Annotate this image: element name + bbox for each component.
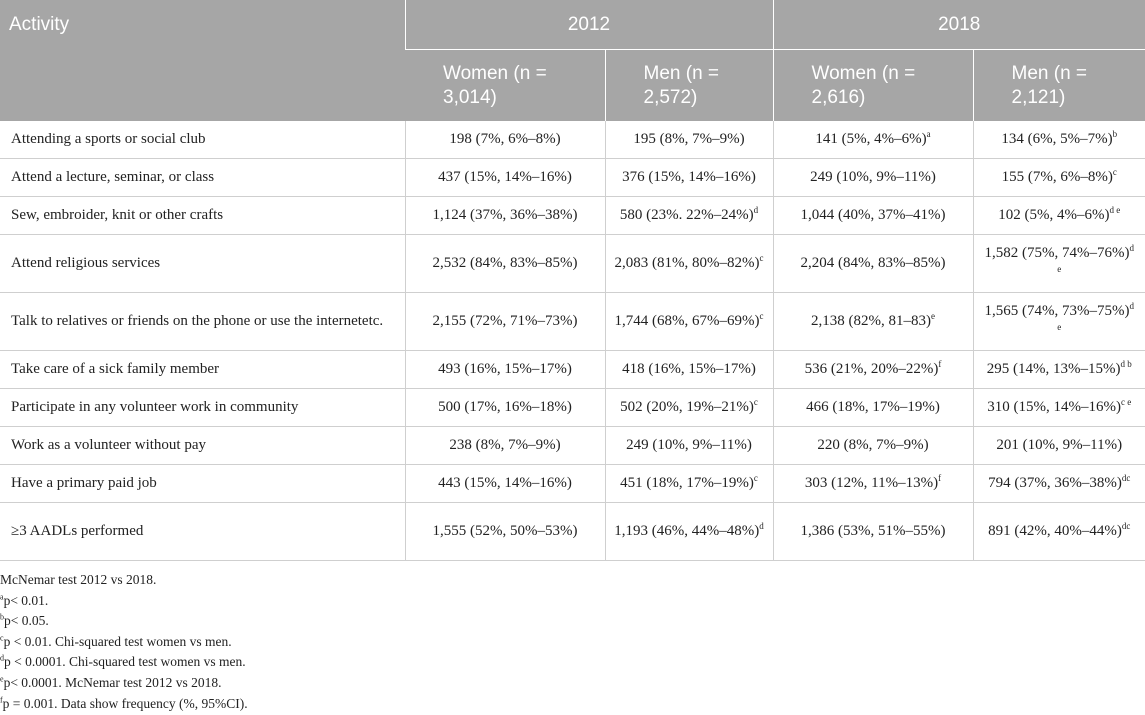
women-2018-cell: 1,386 (53%, 51%–55%) — [772, 502, 973, 561]
women-2012-cell: 198 (7%, 6%–8%) — [404, 121, 605, 159]
activity-cell: Attend a lecture, seminar, or class — [0, 158, 405, 197]
men-2012-cell: 376 (15%, 14%–16%) — [604, 158, 773, 197]
women-2012-cell: 493 (16%, 15%–17%) — [404, 350, 605, 389]
activity-cell: Talk to relatives or friends on the phon… — [0, 292, 405, 351]
men-2012-cell: 580 (23%. 22%–24%)d — [604, 196, 773, 235]
activity-cell: Participate in any volunteer work in com… — [0, 388, 405, 427]
activity-cell: Take care of a sick family member — [0, 350, 405, 389]
year-2018-header: 2018 — [772, 0, 1145, 50]
women-2018-cell: 141 (5%, 4%–6%)a — [772, 121, 973, 159]
men-2012-header: Men (n = 2,572) — [604, 49, 773, 121]
table-row: Have a primary paid job 443 (15%, 14%–16… — [0, 464, 1145, 503]
men-2018-cell: 794 (37%, 36%–38%)dc — [972, 464, 1145, 503]
women-2018-cell: 2,138 (82%, 81–83)e — [772, 292, 973, 351]
footnote: bp< 0.05. — [0, 612, 49, 629]
men-2018-cell: 134 (6%, 5%–7%)b — [972, 121, 1145, 159]
footnote: fp = 0.001. Data show frequency (%, 95%C… — [0, 695, 248, 711]
activity-cell: ≥3 AADLs performed — [0, 502, 405, 561]
table-row: Work as a volunteer without pay 238 (8%,… — [0, 426, 1145, 465]
women-2012-cell: 443 (15%, 14%–16%) — [404, 464, 605, 503]
women-2018-cell: 249 (10%, 9%–11%) — [772, 158, 973, 197]
women-2018-cell: 1,044 (40%, 37%–41%) — [772, 196, 973, 235]
women-2018-cell: 466 (18%, 17%–19%) — [772, 388, 973, 427]
footnote: dp < 0.0001. Chi-squared test women vs m… — [0, 653, 246, 670]
table-row: ≥3 AADLs performed 1,555 (52%, 50%–53%) … — [0, 502, 1145, 561]
women-2018-cell: 303 (12%, 11%–13%)f — [772, 464, 973, 503]
activity-cell: Have a primary paid job — [0, 464, 405, 503]
men-2018-cell: 295 (14%, 13%–15%)d b — [972, 350, 1145, 389]
men-2012-cell: 1,193 (46%, 44%–48%)d — [604, 502, 773, 561]
men-2012-cell: 195 (8%, 7%–9%) — [604, 121, 773, 159]
footnote: McNemar test 2012 vs 2018. — [0, 572, 157, 587]
women-2012-cell: 1,555 (52%, 50%–53%) — [404, 502, 605, 561]
women-2018-cell: 2,204 (84%, 83%–85%) — [772, 234, 973, 293]
footnote: cp < 0.01. Chi-squared test women vs men… — [0, 633, 232, 649]
women-2012-header: Women (n = 3,014) — [405, 49, 605, 121]
men-2012-cell: 502 (20%, 19%–21%)c — [604, 388, 773, 427]
men-2018-cell: 201 (10%, 9%–11%) — [972, 426, 1145, 465]
table-row: Sew, embroider, knit or other crafts 1,1… — [0, 196, 1145, 235]
men-2018-cell: 155 (7%, 6%–8%)c — [972, 158, 1145, 197]
men-2012-cell: 249 (10%, 9%–11%) — [604, 426, 773, 465]
women-2018-header: Women (n = 2,616) — [772, 49, 973, 121]
women-2012-cell: 500 (17%, 16%–18%) — [404, 388, 605, 427]
footnote: ap< 0.01. — [0, 592, 49, 608]
men-2018-cell: 1,582 (75%, 74%–76%)d e — [972, 234, 1145, 293]
men-2012-cell: 451 (18%, 17%–19%)c — [604, 464, 773, 503]
year-2012-header: 2012 — [404, 0, 773, 50]
table-row: Participate in any volunteer work in com… — [0, 388, 1145, 427]
activity-table: Activity 2012 2018 Women (n = 3,014) Men… — [0, 0, 1145, 561]
men-2012-cell: 418 (16%, 15%–17%) — [604, 350, 773, 389]
table-row: Talk to relatives or friends on the phon… — [0, 292, 1145, 351]
footnote: ep< 0.0001. McNemar test 2012 vs 2018. — [0, 674, 222, 690]
men-2018-header: Men (n = 2,121) — [972, 49, 1145, 121]
women-2018-cell: 536 (21%, 20%–22%)f — [772, 350, 973, 389]
men-2018-cell: 102 (5%, 4%–6%)d e — [972, 196, 1145, 235]
table-row: Take care of a sick family member 493 (1… — [0, 350, 1145, 389]
activity-header: Activity — [0, 0, 405, 121]
women-2012-cell: 1,124 (37%, 36%–38%) — [404, 196, 605, 235]
men-2012-cell: 1,744 (68%, 67%–69%)c — [604, 292, 773, 351]
men-2018-cell: 1,565 (74%, 73%–75%)d e — [972, 292, 1145, 351]
table-row: Attend a lecture, seminar, or class 437 … — [0, 158, 1145, 197]
men-2018-cell: 891 (42%, 40%–44%)dc — [972, 502, 1145, 561]
women-2012-cell: 2,532 (84%, 83%–85%) — [404, 234, 605, 293]
activity-cell: Work as a volunteer without pay — [0, 426, 405, 465]
activity-cell: Attending a sports or social club — [0, 121, 405, 159]
table-row: Attend religious services 2,532 (84%, 83… — [0, 234, 1145, 293]
activity-cell: Attend religious services — [0, 234, 405, 293]
activity-cell: Sew, embroider, knit or other crafts — [0, 196, 405, 235]
men-2018-cell: 310 (15%, 14%–16%)c e — [972, 388, 1145, 427]
women-2012-cell: 437 (15%, 14%–16%) — [404, 158, 605, 197]
women-2012-cell: 2,155 (72%, 71%–73%) — [404, 292, 605, 351]
women-2018-cell: 220 (8%, 7%–9%) — [772, 426, 973, 465]
men-2012-cell: 2,083 (81%, 80%–82%)c — [604, 234, 773, 293]
table-row: Attending a sports or social club 198 (7… — [0, 121, 1145, 159]
footnotes: McNemar test 2012 vs 2018. ap< 0.01. bp<… — [0, 570, 248, 714]
women-2012-cell: 238 (8%, 7%–9%) — [404, 426, 605, 465]
